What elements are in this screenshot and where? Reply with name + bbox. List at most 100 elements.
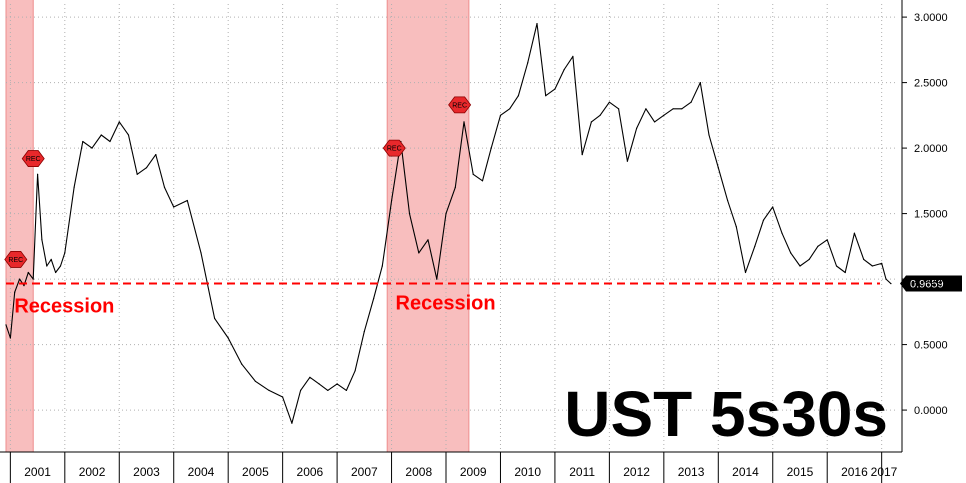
data-point <box>554 88 556 90</box>
x-tick-label: 2014 <box>732 465 759 479</box>
data-point <box>772 206 774 208</box>
x-tick-label: 2003 <box>133 465 160 479</box>
data-point <box>727 199 729 202</box>
data-point <box>762 219 765 221</box>
data-point <box>699 82 701 84</box>
rec-marker-label: REC <box>26 156 41 163</box>
data-point <box>82 140 84 143</box>
rec-marker-label: REC <box>387 146 402 153</box>
data-point <box>754 245 756 247</box>
data-point <box>300 389 302 391</box>
data-point <box>27 271 29 274</box>
data-point <box>636 127 638 129</box>
y-tick-label: 0.5000 <box>914 340 948 352</box>
series-layer <box>5 23 892 424</box>
data-point <box>254 380 256 382</box>
data-point <box>200 252 202 254</box>
data-point <box>885 278 887 280</box>
y-axis: 0.0000 0.5000 1.0000 1.5000 2.0000 2.5000 3.00… <box>901 0 948 452</box>
data-point <box>599 114 601 116</box>
data-point <box>291 422 293 424</box>
data-point <box>100 134 102 136</box>
x-tick-label: 2013 <box>678 465 705 479</box>
chart-title: UST 5s30s <box>564 378 888 450</box>
data-point <box>490 147 492 149</box>
data-point <box>536 23 538 25</box>
data-point <box>645 108 647 110</box>
data-point <box>155 154 157 156</box>
x-tick-label: 2005 <box>242 465 269 479</box>
data-point <box>373 298 375 300</box>
data-point <box>145 167 148 169</box>
data-point <box>590 121 593 123</box>
data-point <box>481 180 484 182</box>
annotations: Recession Recession <box>14 293 495 318</box>
data-point <box>418 252 420 254</box>
data-point <box>708 134 710 136</box>
data-point <box>817 245 819 247</box>
data-point <box>408 213 411 215</box>
data-point <box>799 265 801 267</box>
data-point <box>391 199 393 202</box>
rec-marker: REC <box>382 139 406 157</box>
rec-marker-badge <box>448 96 472 114</box>
data-point <box>545 95 547 97</box>
data-point <box>517 95 520 97</box>
data-point <box>826 239 828 241</box>
data-point <box>863 258 865 260</box>
rec-marker-label: REC <box>452 102 467 109</box>
annotation-recession: Recession <box>14 295 114 317</box>
last-value-tag <box>900 275 962 292</box>
data-point <box>37 173 39 175</box>
series-line <box>5 23 892 424</box>
data-point <box>5 324 7 326</box>
x-tick-label: 2004 <box>188 465 215 479</box>
data-point <box>91 147 93 149</box>
data-point <box>327 389 329 391</box>
x-tick-label: 2007 <box>351 465 378 479</box>
data-point <box>690 101 692 103</box>
data-point <box>127 134 130 136</box>
data-point <box>608 101 611 103</box>
y-tick-label: 1.5000 <box>914 209 948 221</box>
data-point <box>654 121 656 123</box>
data-point <box>59 265 62 267</box>
data-point <box>509 108 511 110</box>
data-point <box>454 186 456 188</box>
last-value-label: 0.9659 <box>910 279 944 291</box>
data-point <box>499 114 502 116</box>
data-point <box>363 330 365 333</box>
data-point <box>681 108 683 110</box>
data-point <box>853 232 856 234</box>
y-tick-label: 1.0000 <box>914 274 948 286</box>
data-point <box>136 173 138 175</box>
data-point <box>572 55 574 58</box>
recession-bands <box>5 0 470 452</box>
x-tick-label: 2015 <box>787 465 814 479</box>
data-point <box>41 239 43 241</box>
x-tick-label: 2008 <box>405 465 432 479</box>
rec-marker-badge <box>21 150 45 167</box>
x-tick-label: 2017 <box>871 465 898 479</box>
data-point <box>618 108 620 110</box>
data-point <box>808 258 810 260</box>
rec-marker-badge <box>4 251 28 268</box>
data-point <box>282 396 284 398</box>
recession-band <box>387 0 469 452</box>
data-point <box>214 317 216 319</box>
data-point <box>64 252 66 254</box>
data-point <box>336 383 338 385</box>
y-tick-label: 0.0000 <box>914 405 948 417</box>
data-point <box>163 186 166 188</box>
data-point <box>55 271 57 274</box>
data-point <box>890 283 892 285</box>
data-point <box>73 186 75 188</box>
data-point <box>871 265 874 267</box>
data-point <box>781 232 783 234</box>
data-point <box>32 278 34 280</box>
data-point <box>354 370 356 372</box>
x-tick-label: 2009 <box>460 465 487 479</box>
data-point <box>9 337 11 339</box>
data-point <box>436 278 438 280</box>
data-point <box>309 376 311 378</box>
